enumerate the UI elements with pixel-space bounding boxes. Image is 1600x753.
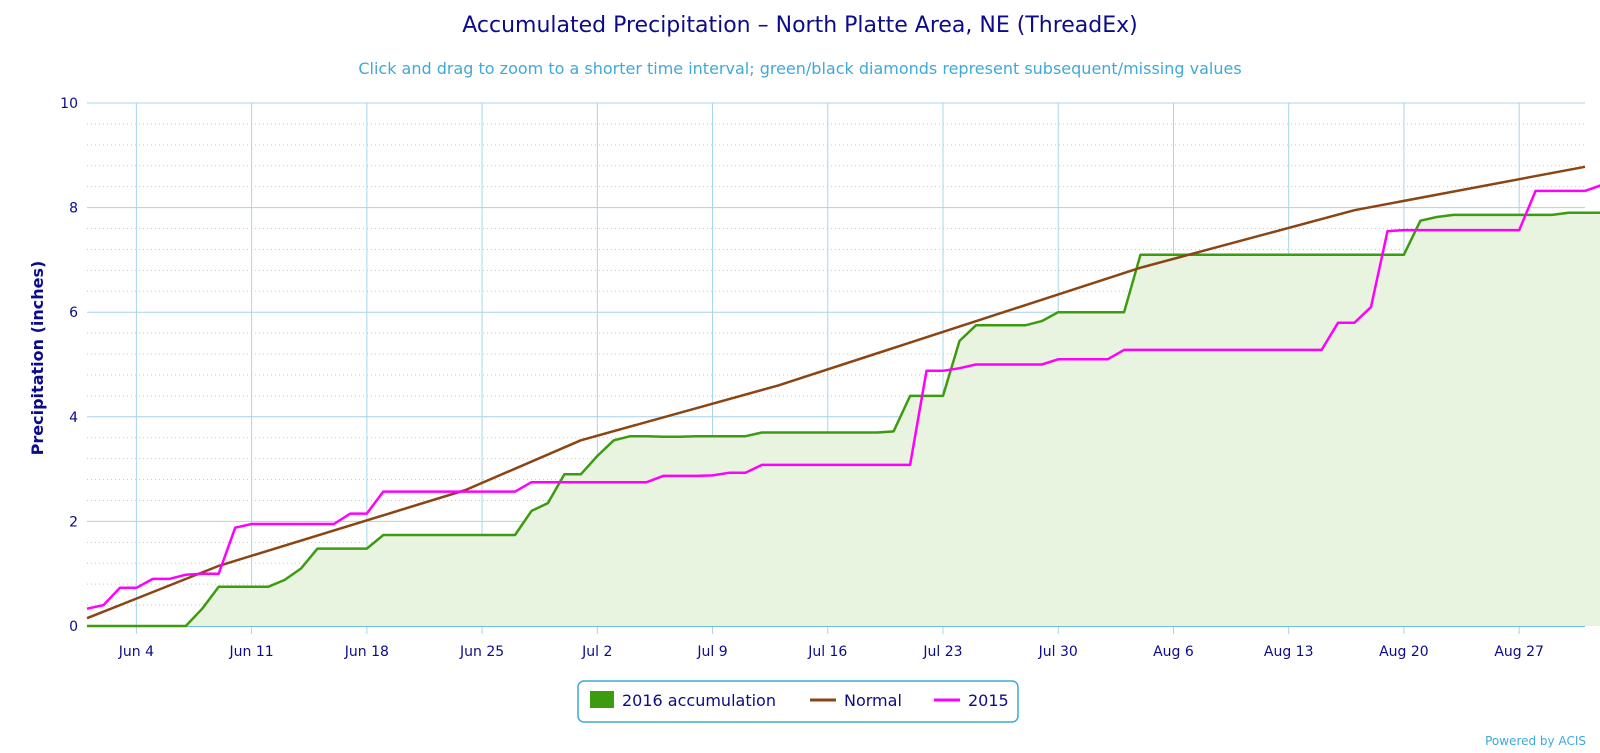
area-layer [87,212,1600,626]
y-tick-label: 4 [69,410,78,426]
x-tick-label: Aug 13 [1264,644,1314,660]
y-tick-label: 10 [60,96,78,112]
x-tick-label: Jul 9 [696,644,727,660]
chart-subtitle: Click and drag to zoom to a shorter time… [358,59,1241,78]
x-tick-label: Jul 23 [922,644,962,660]
x-tick-label: Jun 18 [344,644,389,660]
y-tick-label: 2 [69,514,78,530]
x-tick-label: Jun 4 [118,644,154,660]
x-tick-label: Jun 11 [229,644,274,660]
legend-item-2016[interactable]: 2016 accumulation [590,691,776,710]
x-axis-ticks: Jun 4 Jun 11 Jun 18 Jun 25 Jul 2 Jul 9 Jul 16 J… [118,644,1544,660]
x-tick-label: Aug 6 [1153,644,1194,660]
legend-box [577,680,1019,723]
chart-title: Accumulated Precipitation – North Platte… [462,13,1138,38]
y-tick-label: 6 [69,305,78,321]
acis-credit-link[interactable]: Powered by ACIS [1485,734,1586,748]
legend-item-2015[interactable]: 2015 [934,691,1009,710]
x-tick-label: Jul 16 [807,644,847,660]
series-2015-line[interactable] [86,183,1600,610]
legend-swatch-2016 [590,691,614,708]
x-tick-label: Jul 2 [581,644,612,660]
y-axis-ticks: 0 2 4 6 8 10 [60,96,78,635]
series-normal-line[interactable] [86,165,1586,620]
y-tick-label: 0 [69,619,78,635]
x-tick-label: Jul 30 [1038,644,1078,660]
series-2016-area [87,212,1600,626]
x-tick-label: Jun 25 [459,644,504,660]
x-tick-label: Aug 20 [1379,644,1429,660]
legend-label-2015: 2015 [968,691,1009,710]
x-tick-label: Aug 27 [1494,644,1544,660]
y-axis-label: Precipitation (inches) [28,261,47,456]
y-tick-label: 8 [69,201,78,217]
legend-label-normal: Normal [844,691,902,710]
legend-label-2016: 2016 accumulation [622,691,776,710]
legend-item-normal[interactable]: Normal [810,691,902,710]
lines-layer [86,165,1600,628]
